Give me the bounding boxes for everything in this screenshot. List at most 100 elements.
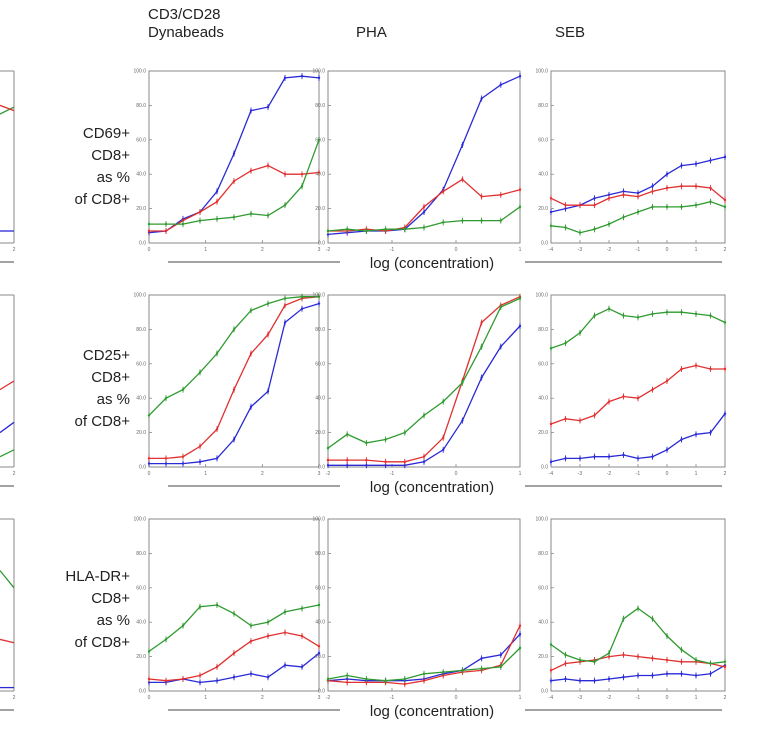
panel-0-2: 0.0 20.0 40.0 60.0 80.0 100.0 -4 -3 -2 -1 0 1 2 (535, 69, 726, 254)
y-tick-label: 60.0 (538, 137, 548, 143)
data-point (317, 603, 321, 607)
series-line-red (328, 296, 521, 463)
panel-2-0: 0.0 20.0 40.0 60.0 80.0 100.0 0 1 2 3 (133, 517, 320, 702)
data-point (593, 455, 596, 458)
data-point (266, 302, 270, 305)
series-line-red (149, 296, 320, 460)
data-point (578, 658, 582, 662)
data-point (694, 203, 698, 207)
row-label-line: of CD8+ (74, 634, 130, 651)
data-point (593, 414, 596, 417)
data-point (680, 672, 683, 675)
data-point (198, 210, 202, 214)
data-point (232, 328, 236, 331)
panel-frame (327, 518, 521, 692)
data-point (326, 677, 330, 681)
data-point (549, 224, 553, 227)
data-point (215, 457, 219, 460)
y-tick-label: 0.0 (541, 465, 548, 471)
data-point (636, 674, 640, 677)
y-tick-label: 80.0 (538, 551, 548, 557)
data-point (232, 676, 236, 679)
data-point (384, 464, 387, 467)
data-point (249, 169, 253, 172)
series-line-blue (0, 421, 15, 434)
panel-frame (550, 518, 726, 692)
data-point (147, 681, 151, 684)
data-point (365, 229, 368, 233)
data-point (181, 455, 185, 458)
y-tick-label: 40.0 (136, 172, 146, 178)
y-tick-label: 0.0 (541, 689, 548, 695)
data-point (622, 617, 625, 620)
shared-xaxis-label: log (concentration) (370, 703, 494, 720)
data-point (215, 427, 219, 431)
data-point (564, 662, 567, 665)
x-tick-label: -2 (607, 695, 612, 701)
data-point (300, 74, 304, 78)
data-point (249, 212, 253, 215)
x-tick-label: 2 (13, 471, 16, 477)
data-point (326, 229, 330, 233)
data-point (499, 193, 502, 197)
y-tick-label: 60.0 (315, 361, 325, 367)
data-point (232, 216, 236, 219)
data-point (593, 203, 596, 207)
y-tick-label: 80.0 (538, 103, 548, 109)
data-point (300, 307, 304, 310)
data-point (549, 347, 553, 350)
data-point (215, 200, 219, 203)
x-tick-label: 0 (666, 695, 669, 701)
x-tick-label: -4 (549, 471, 554, 477)
series-line-blue (550, 156, 726, 213)
data-point (164, 462, 168, 465)
data-point (549, 197, 553, 200)
y-tick-label: 100.0 (535, 293, 548, 299)
series-line-blue (328, 325, 521, 466)
y-tick-label: 80.0 (315, 103, 325, 109)
data-point (164, 638, 168, 641)
data-point (694, 162, 698, 166)
panel-frame (148, 518, 320, 692)
data-point (622, 190, 625, 193)
data-point (578, 203, 582, 207)
y-tick-label: 0.0 (139, 465, 146, 471)
panel-0-0: 0.0 20.0 40.0 60.0 80.0 100.0 0 1 2 3 (133, 69, 320, 254)
data-point (198, 445, 202, 448)
x-tick-label: -2 (326, 247, 331, 253)
data-point (593, 660, 596, 663)
x-tick-label: 2 (261, 695, 264, 701)
data-point (198, 371, 202, 374)
data-point (723, 321, 727, 324)
data-point (607, 197, 611, 200)
data-point (365, 458, 368, 462)
data-point (232, 388, 236, 391)
data-point (326, 233, 330, 236)
data-point (422, 205, 426, 209)
y-tick-label: 60.0 (315, 585, 325, 591)
series-line-red (0, 380, 15, 391)
data-point (232, 438, 236, 441)
y-tick-label: 60.0 (136, 361, 146, 367)
x-tick-label: 1 (519, 247, 522, 253)
panel-2-1: 0.0 20.0 40.0 60.0 80.0 100.0 -2 -1 0 1 (312, 517, 521, 702)
data-point (564, 207, 567, 210)
data-point (665, 379, 669, 383)
y-tick-label: 20.0 (315, 654, 325, 660)
data-point (249, 672, 253, 675)
data-point (384, 228, 387, 231)
data-point (709, 367, 712, 371)
data-point (164, 397, 168, 400)
data-point (346, 433, 349, 436)
data-point (622, 453, 625, 457)
panel-frame (550, 294, 726, 468)
data-point (147, 462, 151, 465)
y-tick-label: 80.0 (136, 327, 146, 333)
data-point (665, 448, 669, 451)
data-point (346, 228, 349, 231)
y-tick-label: 100.0 (133, 517, 146, 523)
data-point (422, 460, 426, 464)
row-label-line: CD25+ (82, 347, 130, 364)
partial-panel-2: 2 (0, 518, 16, 701)
data-point (147, 414, 151, 417)
